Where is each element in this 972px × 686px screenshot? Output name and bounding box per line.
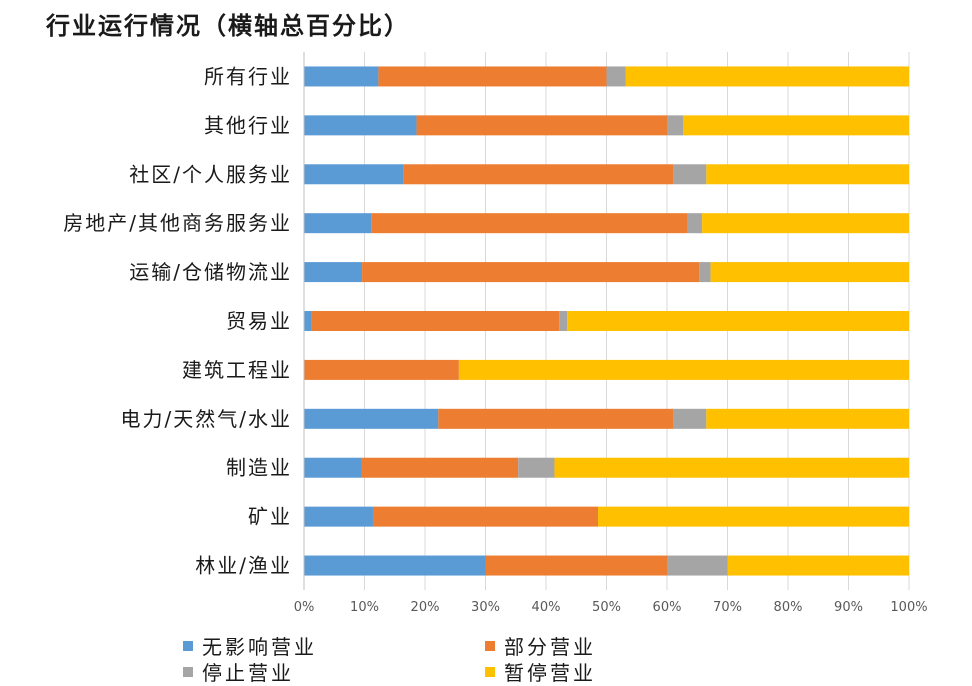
bar-segment-s2-c3: [687, 213, 703, 234]
bar-segment-s3-c3: [702, 213, 909, 234]
category-label: 林业/渔业: [195, 554, 292, 578]
legend-swatch-no-impact: [183, 640, 193, 651]
bar-segment-s0-c7: [304, 408, 439, 429]
bar-segment-s2-c10: [667, 555, 728, 576]
x-tick-label: 10%: [350, 600, 379, 615]
bar-segment-s1-c6: [304, 359, 459, 380]
bar-segment-s3-c8: [554, 457, 909, 478]
legend-label-suspended: 暂停营业: [504, 661, 596, 685]
category-label: 建筑工程业: [182, 358, 292, 382]
legend-swatch-partial: [485, 640, 495, 651]
bar-segment-s0-c3: [304, 213, 372, 234]
x-tick-label: 90%: [834, 600, 863, 615]
bar-segment-s2-c0: [606, 66, 626, 87]
legend-label-partial: 部分营业: [504, 635, 596, 659]
bar-segment-s1-c10: [485, 555, 667, 576]
bar-segment-s2-c1: [667, 115, 684, 136]
legend-swatch-suspended: [485, 666, 495, 677]
legend-item-no-impact: 无影响营业: [183, 631, 317, 660]
x-tick-label: 80%: [774, 600, 803, 615]
bar-segment-s3-c1: [683, 115, 909, 136]
legend-item-partial: 部分营业: [485, 631, 596, 660]
bar-segment-s3-c7: [706, 408, 909, 429]
bar-segment-s2-c4: [699, 262, 711, 283]
bar-segment-s3-c4: [710, 262, 909, 283]
category-label: 其他行业: [204, 113, 292, 137]
bar-segment-s0-c5: [304, 311, 312, 331]
bar-segment-s0-c1: [304, 115, 417, 136]
x-tick-label: 100%: [890, 600, 927, 615]
category-label: 制造业: [226, 456, 292, 480]
bar-segment-s1-c1: [416, 115, 667, 136]
x-tick-label: 70%: [713, 600, 742, 615]
category-label: 社区/个人服务业: [129, 162, 292, 186]
bar-segment-s1-c0: [378, 66, 607, 87]
bar-segment-s1-c7: [438, 408, 674, 429]
x-tick-label: 20%: [411, 600, 440, 615]
bar-segment-s3-c0: [625, 66, 909, 87]
bar-segment-s1-c5: [311, 311, 560, 331]
bar-segment-s1-c8: [361, 457, 519, 478]
category-label: 电力/天然气/水业: [121, 407, 292, 431]
legend-label-stopped: 停止营业: [202, 661, 294, 685]
category-label: 运输/仓储物流业: [129, 260, 292, 284]
legend-label-no-impact: 无影响营业: [202, 635, 317, 659]
bar-segment-s0-c0: [304, 66, 379, 87]
bar-segment-s0-c2: [304, 164, 404, 185]
legend-swatch-stopped: [183, 666, 193, 677]
bar-segment-s2-c7: [673, 408, 707, 429]
bar-segment-s2-c8: [518, 457, 555, 478]
legend-item-stopped: 停止营业: [183, 657, 294, 686]
legend-item-suspended: 暂停营业: [485, 657, 596, 686]
bar-segment-s0-c8: [304, 457, 362, 478]
bar-segment-s3-c2: [706, 164, 909, 185]
category-label: 矿业: [248, 505, 292, 529]
bar-segment-s3-c5: [567, 311, 909, 331]
bar-segment-s2-c2: [673, 164, 707, 185]
bar-segment-s1-c2: [403, 164, 674, 185]
bar-segment-s0-c10: [304, 555, 486, 576]
bar-segment-s3-c9: [598, 506, 909, 527]
x-tick-label: 50%: [592, 600, 621, 615]
bar-segment-s1-c3: [371, 213, 688, 234]
x-tick-label: 30%: [471, 600, 500, 615]
x-tick-label: 60%: [653, 600, 682, 615]
x-tick-label: 40%: [532, 600, 561, 615]
bar-segment-s1-c4: [362, 262, 700, 283]
bar-segment-s0-c4: [304, 262, 363, 283]
bar-segment-s3-c6: [458, 359, 909, 380]
bar-segment-s3-c10: [727, 555, 909, 576]
bar-segment-s1-c9: [372, 506, 599, 527]
x-tick-label: 0%: [294, 600, 315, 615]
chart-title: 行业运行情况（横轴总百分比）: [46, 12, 410, 40]
category-label: 贸易业: [226, 309, 292, 333]
category-label: 所有行业: [204, 64, 292, 88]
bar-segment-s0-c9: [304, 506, 373, 527]
category-label: 房地产/其他商务服务业: [63, 211, 292, 235]
bar-segment-s2-c5: [559, 311, 568, 331]
